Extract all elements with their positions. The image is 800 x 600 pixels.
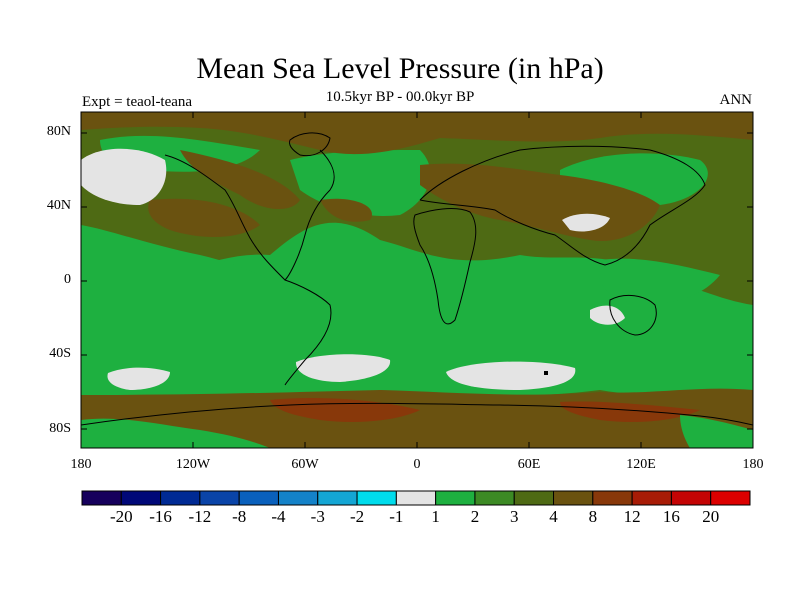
brown-arctic	[81, 112, 753, 155]
colorbar-swatch	[513, 490, 555, 506]
colorbar-swatch	[317, 490, 358, 506]
colorbar-swatch	[238, 490, 279, 506]
colorbar-tick-label: -8	[232, 507, 247, 526]
coastlines	[81, 132, 753, 426]
colorbar-tick-label: 3	[509, 507, 519, 526]
white-siberia	[562, 213, 610, 232]
colorbar-tick-label: 1	[431, 507, 440, 526]
chart-subtitle: 10.5kyr BP - 00.0kyr BP	[325, 89, 475, 105]
colorbar-tick-label: -12	[188, 507, 212, 526]
lat-label-40s: 40S	[49, 346, 71, 361]
green-pacific-south	[598, 258, 720, 304]
colorbar-swatch	[710, 490, 751, 506]
colorbar-swatch	[356, 490, 397, 506]
brown-north-america	[180, 150, 300, 210]
brown-antarctic-dark-east	[560, 401, 700, 422]
chart-title: Mean Sea Level Pressure (in hPa)	[196, 52, 604, 85]
experiment-label: Expt = teaol-teana	[82, 94, 193, 110]
colorbar-tick-label: 12	[623, 507, 641, 526]
green-belt	[81, 222, 753, 398]
colorbar-swatch	[277, 490, 319, 506]
colorbar-tick-label: -4	[271, 507, 286, 526]
axis-ticks	[81, 112, 753, 448]
colorbar-tick-label: 4	[549, 507, 558, 526]
white-indian-ocean	[590, 305, 625, 325]
green-east-pacific	[81, 225, 270, 320]
lat-label-80n: 80N	[46, 124, 71, 139]
colorbar-tick-label: 2	[470, 507, 480, 526]
green-antarctic	[81, 418, 270, 448]
colorbar-swatch	[474, 490, 515, 506]
brown-north-pacific	[148, 198, 260, 237]
season-label: ANN	[719, 92, 753, 108]
colorbar-swatch	[120, 490, 162, 506]
lat-label-0: 0	[64, 272, 71, 287]
colorbar-swatch	[395, 490, 437, 506]
colorbar-swatch	[435, 490, 476, 506]
lon-label-0: 0	[413, 457, 421, 472]
colorbar-tick-label: -3	[310, 507, 325, 526]
colorbar-swatch	[199, 490, 240, 506]
lon-label-120w: 120W	[175, 457, 211, 472]
colorbar-tick-label: -20	[109, 507, 133, 526]
lon-label-60w: 60W	[291, 457, 319, 472]
white-south-pacific	[107, 367, 170, 390]
colorbar-tick-label: 8	[588, 507, 598, 526]
white-arctic-pacific	[81, 148, 167, 205]
lon-label-180w: 180	[70, 457, 92, 472]
colorbar-swatch	[160, 490, 201, 506]
colorbar-tick-label: 16	[662, 507, 680, 526]
colorbar-swatch	[670, 490, 712, 506]
lat-label-80s: 80S	[49, 421, 71, 436]
lon-label-60e: 60E	[517, 457, 541, 472]
colorbar-tick-label: 20	[702, 507, 720, 526]
lon-label-120e: 120E	[626, 457, 656, 472]
colorbar-tick-label: -2	[349, 507, 365, 526]
colorbar-swatch	[592, 490, 633, 506]
lat-label-40n: 40N	[46, 198, 71, 213]
lon-label-180e: 180	[742, 457, 764, 472]
colorbar-swatch	[81, 490, 122, 506]
colorbar-swatch	[631, 490, 672, 506]
colorbar-swatch	[553, 490, 594, 506]
white-south-indian	[446, 361, 576, 390]
white-south-atlantic	[295, 354, 391, 382]
colorbar-tick-label: -1	[389, 507, 404, 526]
colorbar-tick-label: -16	[149, 507, 172, 526]
green-antarctic-east	[680, 415, 753, 448]
brown-mid-atlantic	[320, 198, 372, 222]
